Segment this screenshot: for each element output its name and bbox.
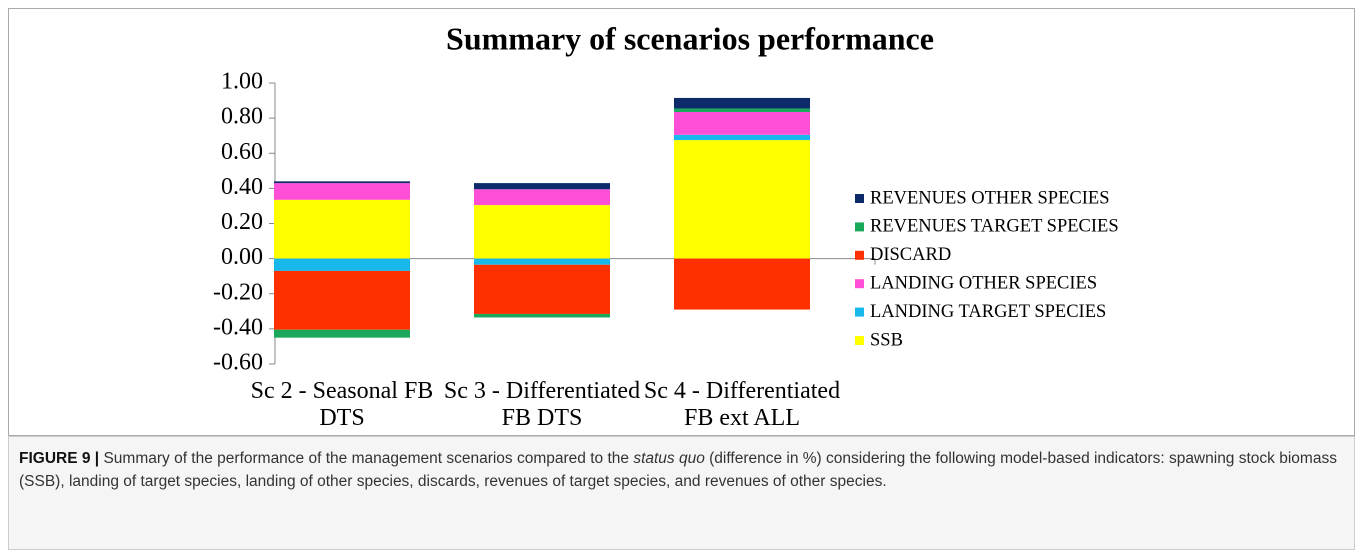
legend-label: SSB <box>870 330 903 350</box>
caption-label: FIGURE 9 | <box>19 450 100 467</box>
bar-segment <box>674 108 810 112</box>
y-tick-label: 1.00 <box>221 69 263 95</box>
legend-swatch <box>855 336 864 345</box>
legend-label: REVENUES OTHER SPECIES <box>870 188 1110 208</box>
y-tick-label: 0.00 <box>221 244 263 270</box>
chart-frame <box>8 8 1355 436</box>
y-tick-label: 0.40 <box>221 174 263 200</box>
bar-segment <box>274 183 410 200</box>
legend-swatch <box>855 307 864 317</box>
y-tick-label: -0.60 <box>213 350 263 376</box>
legend-label: LANDING OTHER SPECIES <box>870 273 1097 293</box>
bar-segment <box>474 183 610 190</box>
y-tick-label: 0.60 <box>221 139 263 165</box>
bar-segment <box>674 258 810 310</box>
legend-swatch <box>855 250 864 260</box>
caption-text: (difference in %) considering the follow… <box>19 450 1337 490</box>
legend-swatch <box>855 279 864 289</box>
bar-segment <box>474 264 610 314</box>
bar-segment <box>674 134 810 141</box>
bar-segment <box>674 140 810 259</box>
caption-text: Summary of the performance of the manage… <box>103 450 634 467</box>
bar-segment <box>674 97 810 109</box>
bar-segment <box>474 258 610 265</box>
bar-segment <box>274 329 410 338</box>
y-tick-label: 0.20 <box>221 209 263 235</box>
bar-segment <box>274 199 410 259</box>
legend-label: DISCARD <box>870 245 951 265</box>
chart-title: Summary of scenarios performance <box>446 20 934 56</box>
x-tick-label: Sc 3 - Differentiated FB DTS <box>443 378 641 431</box>
bar-segment <box>674 111 810 135</box>
bar-segment <box>474 205 610 259</box>
legend-swatch <box>855 222 864 232</box>
bar-segment <box>474 189 610 206</box>
bar-segment <box>274 181 410 184</box>
y-tick-label: 0.80 <box>221 104 263 130</box>
y-tick-label: -0.40 <box>213 314 263 340</box>
chart: Summary of scenarios performance 1.00 0.8… <box>213 20 1119 376</box>
bar-segment <box>274 258 410 271</box>
bar-segment <box>474 313 610 318</box>
caption-italic: status quo <box>633 450 705 467</box>
caption: FIGURE 9 | Summary of the performance of… <box>8 436 1355 550</box>
legend-label: LANDING TARGET SPECIES <box>870 302 1106 322</box>
legend-label: REVENUES TARGET SPECIES <box>870 217 1119 237</box>
y-tick-label: -0.20 <box>213 279 263 305</box>
x-tick-label: Sc 2 - Seasonal FB DTS <box>250 378 434 431</box>
x-tick-label: Sc 4 - Differentiated FB ext ALL <box>643 378 841 431</box>
legend-swatch <box>855 194 864 203</box>
bar-segment <box>274 270 410 330</box>
